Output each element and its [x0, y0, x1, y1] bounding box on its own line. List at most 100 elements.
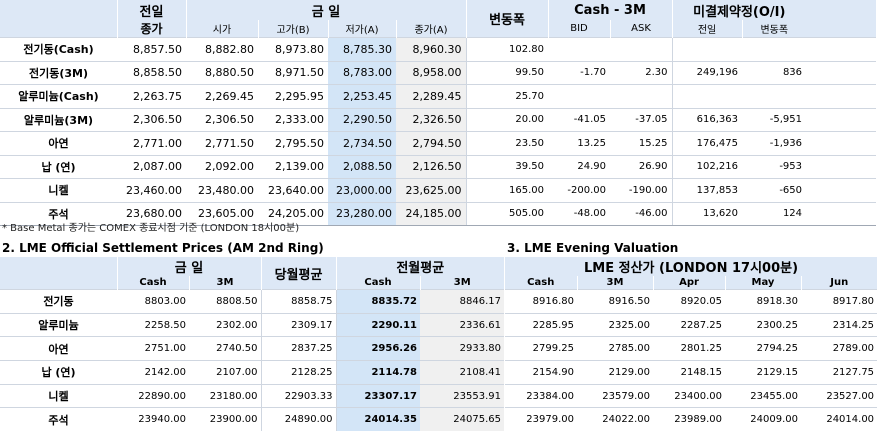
valuation-value: 24022.00	[577, 408, 653, 431]
close-value: 8,958.00	[396, 61, 466, 85]
cash-value: 2751.00	[117, 337, 189, 361]
metal-name: 아연	[0, 337, 117, 361]
metal-name: 납 (연)	[0, 361, 117, 385]
close-value: 8,960.30	[396, 38, 466, 62]
valuation-value: 2801.25	[653, 337, 725, 361]
valuation-value: 2129.15	[725, 361, 801, 385]
settlement-header-prev-month-avg: 전월평균	[336, 257, 504, 276]
valuation-value: 2287.25	[653, 313, 725, 337]
ask-value: -37.05	[610, 108, 672, 132]
prev-month-cash-value: 2290.11	[336, 313, 420, 337]
high-value: 2,295.95	[258, 85, 328, 109]
m3-value: 2740.50	[189, 337, 261, 361]
cash-value: 23940.00	[117, 408, 189, 431]
evening-column-header: May	[725, 276, 801, 290]
change-value: 505.00	[466, 202, 548, 226]
month-avg-value: 2309.17	[261, 313, 336, 337]
valuation-value: 2799.25	[505, 337, 577, 361]
evening-column-header: Apr	[653, 276, 725, 290]
month-avg-value: 24890.00	[261, 408, 336, 431]
header-prev-close: 종가	[117, 20, 186, 38]
valuation-value: 2325.00	[577, 313, 653, 337]
evening-column-header: 3M	[577, 276, 653, 290]
settlement-header-prev-3m: 3M	[420, 276, 504, 290]
open-value: 23,480.00	[186, 179, 258, 203]
header-oi-prev: 전일	[672, 20, 742, 38]
header-cash3m: Cash - 3M	[548, 0, 672, 20]
change-value: 99.50	[466, 61, 548, 85]
row-spacer	[806, 38, 876, 62]
open-value: 8,882.80	[186, 38, 258, 62]
lme-price-table: 전일 금 일 변동폭 Cash - 3M 미결제약정(O/I) 종가 시가 고가…	[0, 0, 876, 226]
header-oi: 미결제약정(O/I)	[672, 0, 806, 20]
change-value: 165.00	[466, 179, 548, 203]
ask-value	[610, 38, 672, 62]
bid-value: -1.70	[548, 61, 610, 85]
row-spacer	[806, 179, 876, 203]
metal-name: 전기동	[0, 290, 117, 314]
valuation-value: 2285.95	[505, 313, 577, 337]
header-bid: BID	[548, 20, 610, 38]
bid-value: -41.05	[548, 108, 610, 132]
m3-value: 23180.00	[189, 384, 261, 408]
corner-cell	[0, 0, 117, 38]
valuation-value: 2148.15	[653, 361, 725, 385]
prev-month-cash-value: 23307.17	[336, 384, 420, 408]
high-value: 8,973.80	[258, 38, 328, 62]
ask-value	[610, 85, 672, 109]
settlement-header-prev-cash: Cash	[336, 276, 420, 290]
month-avg-value: 8858.75	[261, 290, 336, 314]
settlement-header-3m: 3M	[189, 276, 261, 290]
prev-month-3m-value: 24075.65	[420, 408, 504, 431]
header-low: 저가(A)	[328, 20, 396, 38]
change-value: 102.80	[466, 38, 548, 62]
oi-prev-value: 137,853	[672, 179, 742, 203]
high-value: 2,795.50	[258, 132, 328, 156]
bid-value: -200.00	[548, 179, 610, 203]
valuation-value: 2154.90	[505, 361, 577, 385]
valuation-value: 2794.25	[725, 337, 801, 361]
close-value: 23,625.00	[396, 179, 466, 203]
valuation-value: 24009.00	[725, 408, 801, 431]
open-value: 2,771.50	[186, 132, 258, 156]
valuation-value: 2785.00	[577, 337, 653, 361]
low-value: 8,783.00	[328, 61, 396, 85]
oi-prev-value	[672, 85, 742, 109]
prev-close-value: 2,771.00	[117, 132, 186, 156]
evening-column-header: Jun	[801, 276, 877, 290]
bid-value	[548, 85, 610, 109]
prev-month-cash-value: 2114.78	[336, 361, 420, 385]
header-today: 금 일	[186, 0, 466, 20]
valuation-value: 23384.00	[505, 384, 577, 408]
prev-close-value: 2,263.75	[117, 85, 186, 109]
oi-prev-value: 616,363	[672, 108, 742, 132]
section-title-evening: 3. LME Evening Valuation	[507, 241, 678, 255]
oi-change-value: 836	[742, 61, 806, 85]
valuation-value: 2300.25	[725, 313, 801, 337]
valuation-value: 8918.30	[725, 290, 801, 314]
open-value: 8,880.50	[186, 61, 258, 85]
close-value: 2,794.50	[396, 132, 466, 156]
evening-header: LME 정산가 (LONDON 17시00분)	[505, 257, 877, 276]
open-value: 2,092.00	[186, 155, 258, 179]
prev-month-3m-value: 2336.61	[420, 313, 504, 337]
change-value: 39.50	[466, 155, 548, 179]
month-avg-value: 22903.33	[261, 384, 336, 408]
valuation-value: 2129.00	[577, 361, 653, 385]
